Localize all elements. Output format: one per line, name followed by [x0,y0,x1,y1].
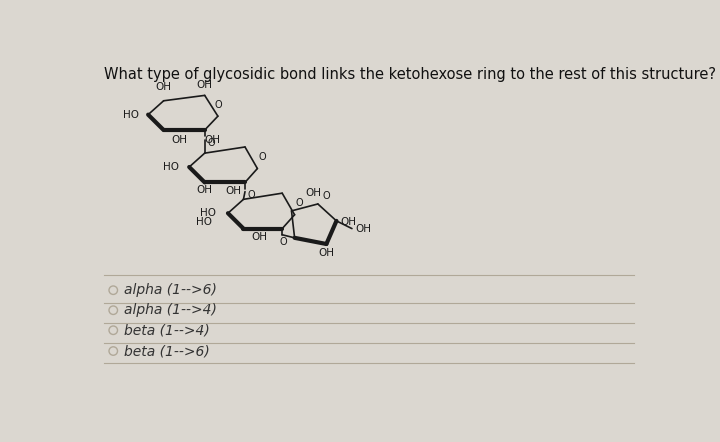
Text: HO: HO [200,208,216,218]
Text: OH: OH [171,135,187,145]
Text: O: O [323,191,330,201]
Text: OH: OH [156,81,171,91]
Text: OH: OH [225,186,241,196]
Text: OH: OH [197,80,212,90]
Text: O: O [295,198,303,208]
Text: OH: OH [341,217,356,228]
Text: OH: OH [197,186,212,195]
Text: OH: OH [251,232,267,242]
Text: OH: OH [356,224,372,234]
Text: OH: OH [305,188,321,198]
Text: O: O [214,100,222,110]
Text: O: O [208,138,215,148]
Text: What type of glycosidic bond links the ketohexose ring to the rest of this struc: What type of glycosidic bond links the k… [104,67,716,82]
Text: HO: HO [123,110,139,120]
Text: alpha (1-->6): alpha (1-->6) [124,283,217,297]
Text: OH: OH [318,248,334,258]
Text: beta (1-->6): beta (1-->6) [124,344,210,358]
Text: O: O [248,190,255,200]
Text: HO: HO [163,162,179,172]
Text: HO: HO [197,217,212,227]
Text: O: O [258,152,266,162]
Text: O: O [279,237,287,247]
Text: alpha (1-->4): alpha (1-->4) [124,303,217,317]
Text: beta (1-->4): beta (1-->4) [124,323,210,337]
Text: OH: OH [204,135,221,145]
